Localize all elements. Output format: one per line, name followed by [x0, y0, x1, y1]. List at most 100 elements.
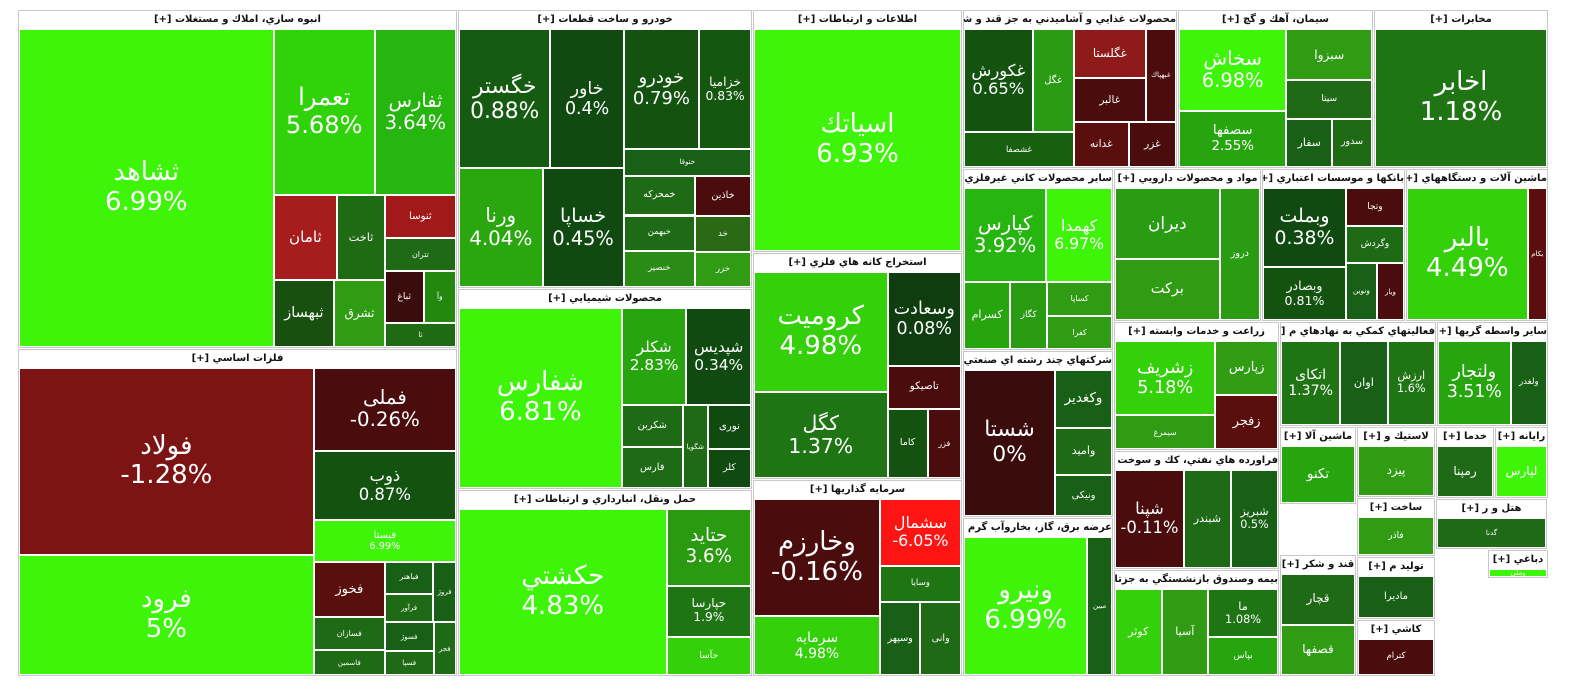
stock-cell[interactable]: حتاید 3.6% [666, 509, 751, 586]
stock-cell[interactable]: ثبهساز [273, 280, 335, 347]
stock-cell[interactable]: زپارس [1215, 341, 1278, 395]
stock-cell[interactable]: وبملت 0.38% [1263, 188, 1346, 268]
stock-cell[interactable]: غشصفا [964, 131, 1074, 167]
stock-cell[interactable]: سخاش 6.98% [1179, 29, 1287, 111]
stock-cell[interactable]: فرآور [384, 594, 434, 623]
sector-header[interactable]: قند و شكر [+] [1281, 556, 1355, 574]
stock-cell[interactable]: غزر [1128, 122, 1176, 167]
stock-cell[interactable]: خاور 0.4% [550, 29, 624, 169]
stock-cell[interactable]: ختوقا [623, 149, 751, 176]
stock-cell[interactable]: وآ [423, 271, 456, 324]
stock-cell[interactable]: خساپا 0.45% [542, 168, 624, 287]
stock-cell[interactable]: تعمرا 5.68% [273, 29, 375, 196]
stock-cell[interactable]: ونیرو 6.99% [964, 537, 1088, 675]
stock-cell[interactable]: زفجر [1215, 395, 1278, 449]
stock-cell[interactable]: ذوب 0.87% [313, 450, 456, 521]
stock-cell[interactable]: خودرو 0.79% [623, 29, 700, 150]
stock-cell[interactable]: ويار [1376, 263, 1404, 320]
stock-cell[interactable]: وامید [1055, 428, 1112, 476]
stock-cell[interactable]: ثاخت [337, 195, 385, 281]
stock-cell[interactable]: تتران [384, 238, 456, 272]
sector-header[interactable]: فلزات اساسي [+] [19, 350, 456, 368]
stock-cell[interactable]: ثا [384, 323, 456, 347]
sector-header[interactable]: توليد م [+] [1358, 558, 1434, 576]
stock-cell[interactable]: سرمایه 4.98% [754, 616, 880, 675]
stock-cell[interactable]: ولغدر [1510, 341, 1547, 425]
stock-cell[interactable]: كپارس 3.92% [964, 188, 1047, 283]
stock-cell[interactable]: كاما [887, 409, 928, 478]
sector-header[interactable]: لاستيك و [+] [1358, 428, 1434, 446]
stock-cell[interactable]: وسایا [879, 565, 961, 603]
sector-header[interactable]: مواد و محصولات دارويي [+] [1115, 170, 1260, 188]
stock-cell[interactable]: كفرا [1047, 315, 1112, 349]
stock-cell[interactable]: رمپنا [1437, 446, 1493, 497]
stock-cell[interactable]: حآسا [666, 636, 751, 675]
stock-cell[interactable]: اخابر 1.18% [1375, 29, 1547, 167]
stock-cell[interactable]: شبریز 0.5% [1230, 470, 1278, 568]
sector-header[interactable]: شركتهاي چند رشته اي صنعتي [+] [964, 352, 1112, 370]
stock-cell[interactable]: كرومیت 4.98% [754, 272, 888, 393]
sector-header[interactable]: محصولات شيميايي [+] [459, 290, 751, 308]
stock-cell[interactable]: سدور [1332, 118, 1372, 167]
stock-cell[interactable]: غگلستا [1073, 29, 1146, 79]
stock-cell[interactable]: كلر [707, 449, 751, 488]
sector-header[interactable]: رايانه [+] [1496, 428, 1547, 446]
stock-cell[interactable]: وخارزم -0.16% [754, 499, 880, 617]
stock-cell[interactable]: ونوین [1345, 263, 1377, 320]
stock-cell[interactable]: وكغدیر [1055, 370, 1112, 429]
stock-cell[interactable]: بالبر 4.49% [1407, 188, 1528, 320]
stock-cell[interactable]: خمحرکه [623, 175, 695, 216]
stock-cell[interactable]: ما 1.08% [1208, 589, 1278, 637]
sector-header[interactable]: فراورده هاي نفتي، كك و سوخت [+] [1115, 452, 1278, 470]
sector-header[interactable]: هتل و ر [+] [1437, 500, 1546, 518]
sector-header[interactable]: ساير محصولات كاني غيرفلزي [+] [964, 170, 1112, 188]
stock-cell[interactable]: وملي [1489, 569, 1547, 577]
stock-cell[interactable]: وتجا [1345, 188, 1404, 226]
stock-cell[interactable]: فملی -0.26% [313, 368, 456, 451]
sector-header[interactable]: محصولات غذايي و آشاميدني به جز قند و شكر… [964, 11, 1176, 29]
sector-header[interactable]: خودرو و ساخت قطعات [+] [459, 11, 751, 29]
stock-cell[interactable]: بپاس [1208, 636, 1278, 675]
stock-cell[interactable]: شبندر [1183, 470, 1231, 568]
stock-cell[interactable]: شستا 0% [964, 370, 1056, 516]
stock-cell[interactable]: ثباغ [384, 271, 424, 324]
stock-cell[interactable]: غگل [1032, 29, 1074, 132]
sector-header[interactable]: فعاليتهاي كمكي به نهادهاي م [+] [1281, 323, 1435, 341]
stock-cell[interactable]: سیمرغ [1115, 415, 1216, 449]
sector-header[interactable]: ماشين آلا [+] [1281, 428, 1355, 446]
stock-cell[interactable]: كهمدا 6.97% [1046, 188, 1112, 283]
stock-cell[interactable]: فارس [621, 446, 683, 488]
stock-cell[interactable]: قصفها [1281, 624, 1355, 675]
stock-cell[interactable]: ثفارس 3.64% [374, 29, 456, 196]
stock-cell[interactable]: فروژ [433, 561, 456, 623]
stock-cell[interactable]: تاصیكو [887, 365, 961, 410]
stock-cell[interactable]: خنصیر [623, 251, 695, 287]
stock-cell[interactable]: خگستر 0.88% [459, 29, 551, 169]
stock-cell[interactable]: حپارسا 1.9% [666, 585, 751, 637]
stock-cell[interactable]: ارزش 1.6% [1387, 341, 1435, 425]
stock-cell[interactable]: شکلر 2.83% [621, 308, 687, 406]
sector-header[interactable]: مخابرات [+] [1375, 11, 1547, 29]
sector-header[interactable]: خدما [+] [1437, 428, 1493, 446]
stock-cell[interactable]: فاسمین [313, 650, 385, 675]
stock-cell[interactable]: سبزوا [1286, 29, 1372, 81]
sector-header[interactable]: ساير واسطه گريها [+] [1438, 323, 1547, 341]
stock-cell[interactable]: كگل 1.37% [754, 392, 888, 478]
stock-cell[interactable]: فولاد -1.28% [19, 368, 314, 555]
stock-cell[interactable]: فسازان [313, 616, 385, 651]
stock-cell[interactable]: آسیا [1161, 589, 1209, 675]
stock-cell[interactable]: فجر [433, 622, 456, 675]
sector-header[interactable]: ماشين آلات و دستگاههاي [+] [1407, 170, 1547, 188]
stock-cell[interactable]: فباهنر [384, 561, 434, 595]
stock-cell[interactable]: غبهپاك [1145, 29, 1176, 123]
stock-cell[interactable]: ثامان [273, 195, 338, 281]
sector-header[interactable]: حمل ونقل، انبارداري و ارتباطات [+] [459, 491, 751, 509]
stock-cell[interactable]: فرود 5% [19, 554, 314, 675]
stock-cell[interactable]: اتكای 1.37% [1281, 341, 1341, 425]
stock-cell[interactable]: كسرام [964, 282, 1011, 349]
stock-cell[interactable]: غالبر [1073, 78, 1146, 123]
sector-header[interactable]: سيمان، آهك و گچ [+] [1179, 11, 1372, 29]
stock-cell[interactable]: مادیرا [1358, 576, 1434, 618]
stock-cell[interactable]: ولتجار 3.51% [1438, 341, 1511, 425]
stock-cell[interactable]: شپدیس 0.34% [686, 308, 751, 406]
